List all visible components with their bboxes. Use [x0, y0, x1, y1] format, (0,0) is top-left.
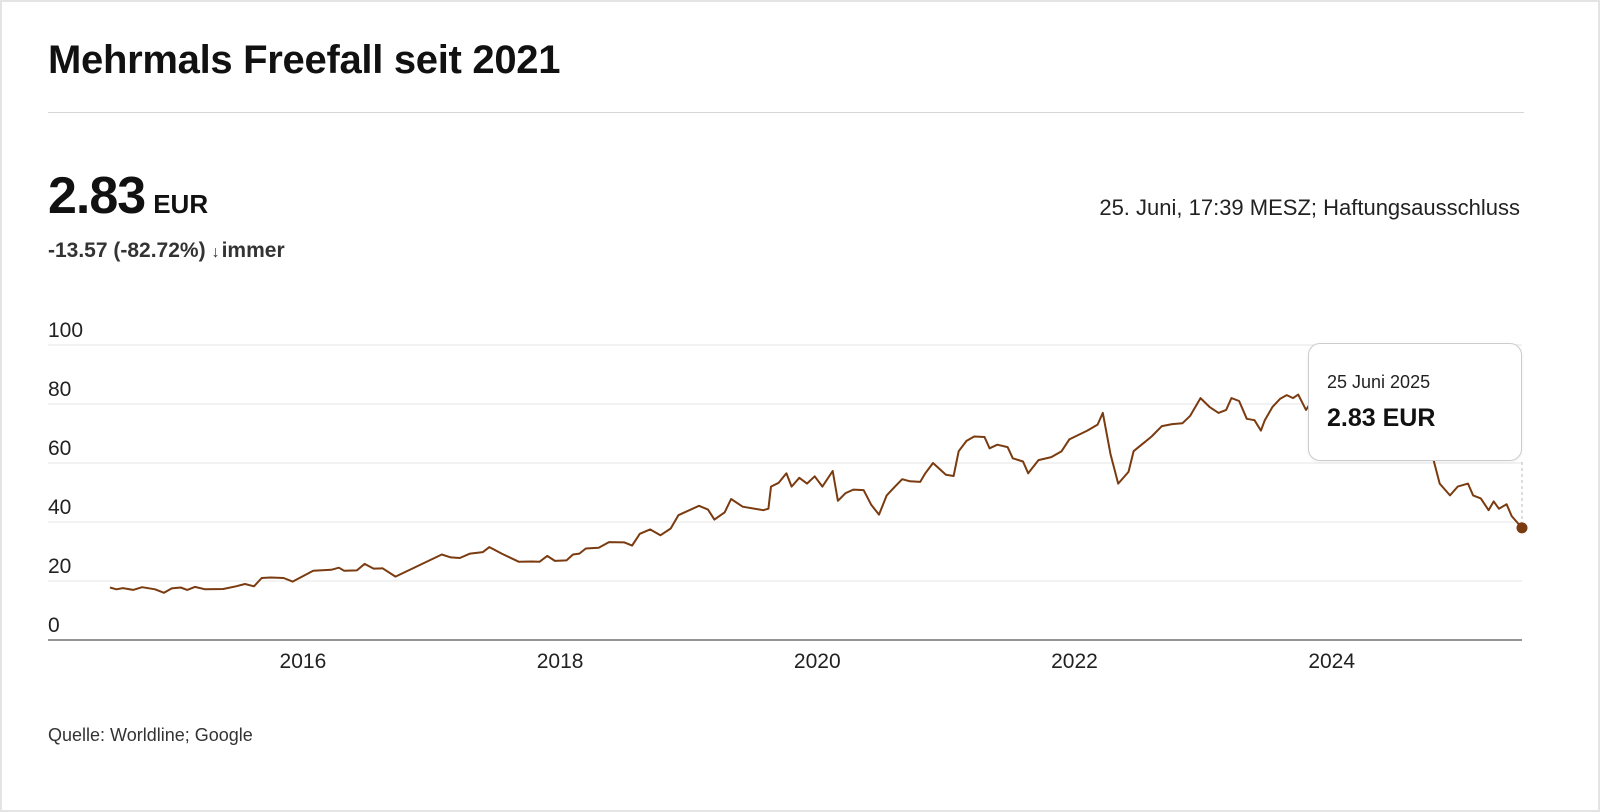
price-currency: EUR [153, 189, 209, 219]
price-change: -13.57 (-82.72%) [48, 239, 206, 262]
last-point-marker[interactable] [1516, 522, 1528, 534]
title-divider [48, 112, 1524, 113]
y-tick-label-0: 0 [48, 614, 60, 637]
page-title: Mehrmals Freefall seit 2021 [48, 38, 561, 82]
down-arrow-icon: ↓ [211, 244, 220, 261]
tooltip: 25 Juni 2025 2.83 EUR [1308, 343, 1522, 461]
y-tick-label-40: 40 [48, 496, 71, 519]
x-tick-label-2020: 2020 [794, 650, 841, 673]
timestamp-disclaimer[interactable]: 25. Juni, 17:39 MESZ; Haftungsausschluss [1099, 195, 1520, 220]
tooltip-value: 2.83 EUR [1327, 404, 1436, 432]
y-tick-label-100: 100 [48, 319, 83, 342]
source-note: Quelle: Worldline; Google [48, 725, 253, 745]
y-tick-label-20: 20 [48, 555, 71, 578]
price-value: 2.83 [48, 167, 146, 225]
x-tick-label-2022: 2022 [1051, 650, 1098, 673]
x-tick-label-2018: 2018 [537, 650, 584, 673]
price-block: 2.83 EUR [48, 166, 208, 226]
change-block: -13.57 (-82.72%) ↓immer [48, 239, 285, 263]
y-tick-label-60: 60 [48, 437, 71, 460]
x-tick-label-2024: 2024 [1308, 650, 1355, 673]
tooltip-date: 25 Juni 2025 [1327, 372, 1431, 392]
period-label: immer [221, 239, 285, 262]
y-tick-label-80: 80 [48, 378, 71, 401]
x-tick-label-2016: 2016 [280, 650, 327, 673]
